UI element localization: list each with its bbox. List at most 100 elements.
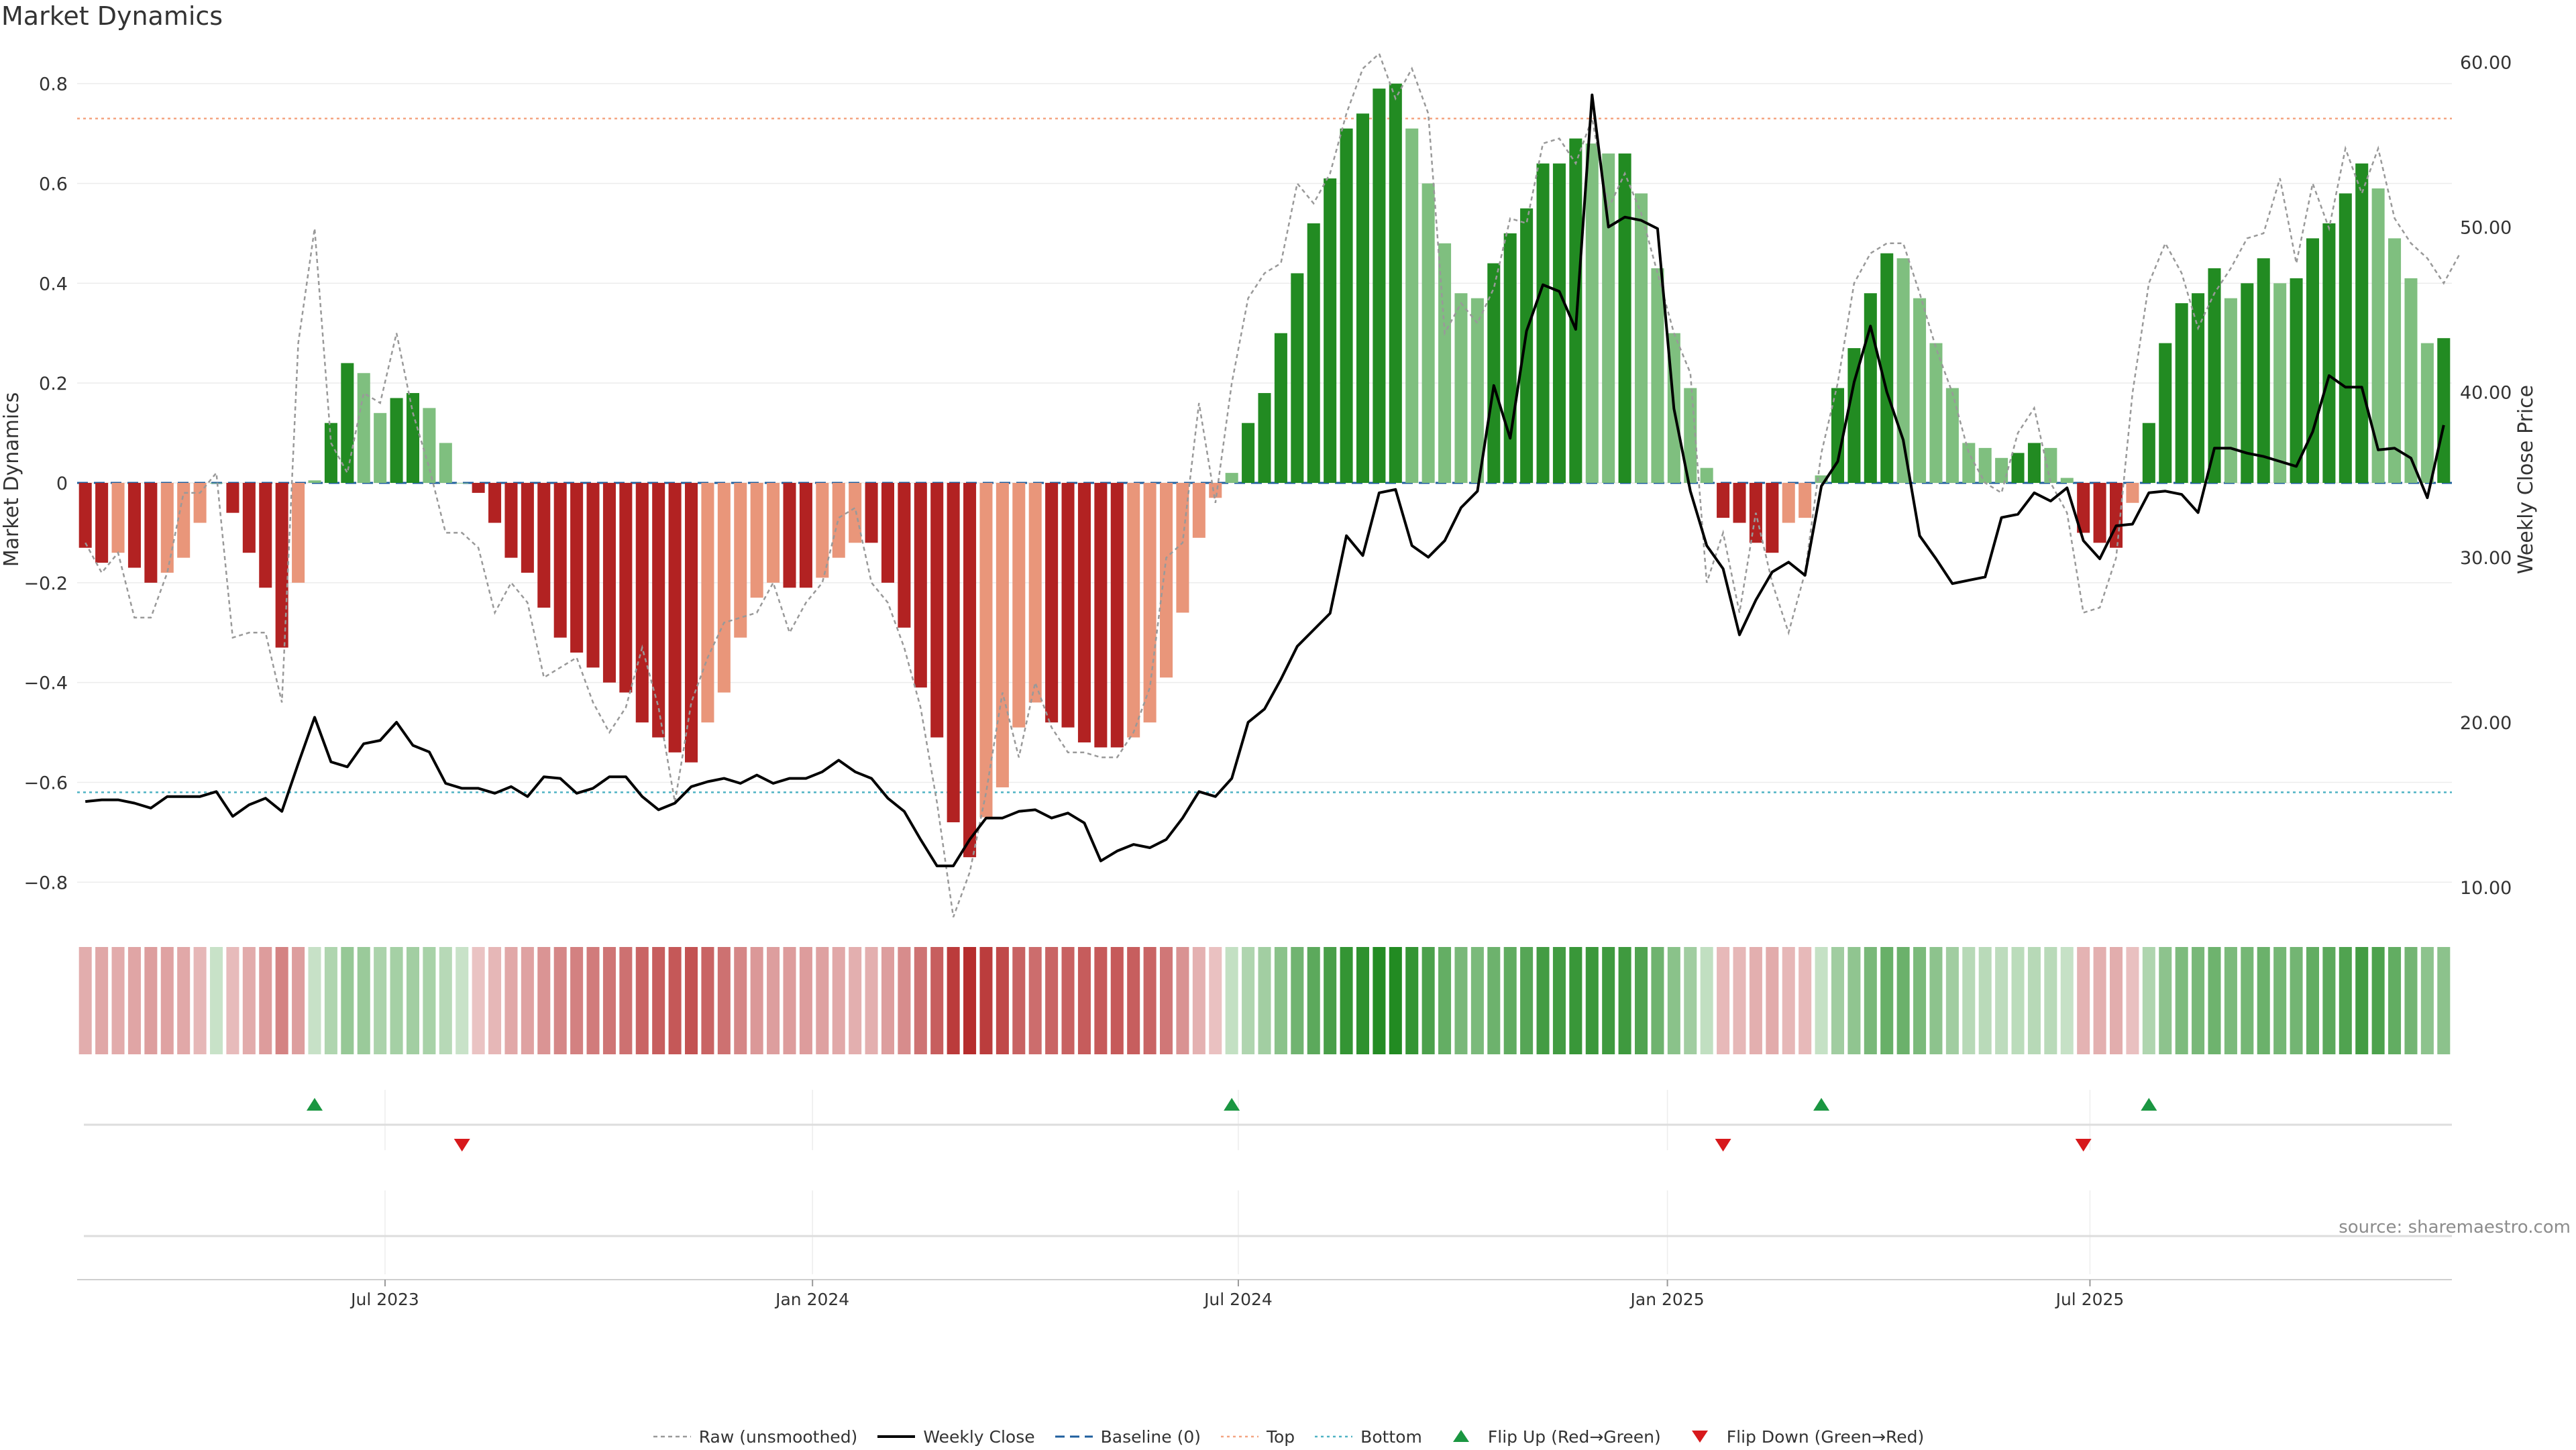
strip-cell: [357, 947, 370, 1054]
y2-tick-label: 40.00: [2460, 383, 2512, 404]
y2-tick-label: 50.00: [2460, 217, 2512, 238]
bar: [701, 483, 714, 723]
bar: [308, 480, 321, 483]
strip-cell: [799, 947, 812, 1054]
strip-cell: [570, 947, 584, 1054]
strip-cell: [767, 947, 780, 1054]
bottom-swatch: [1315, 1435, 1353, 1438]
bar: [292, 483, 305, 583]
legend-item-close: Weekly Close: [876, 1427, 1035, 1447]
bar: [1602, 153, 1615, 483]
bar: [95, 483, 109, 563]
bar: [177, 483, 191, 558]
strip-cell: [865, 947, 878, 1054]
strip-cell: [2044, 947, 2057, 1054]
market-dynamics-bars: [78, 83, 2451, 858]
strip-cell: [1291, 947, 1304, 1054]
bar: [259, 483, 272, 588]
legend-item-bottom: Bottom: [1313, 1427, 1422, 1447]
bar: [1421, 183, 1435, 483]
strip-cell: [1061, 947, 1075, 1054]
strip-cell: [1143, 947, 1157, 1054]
strip-cell: [586, 947, 600, 1054]
legend-label: Bottom: [1360, 1427, 1422, 1447]
y-tick-label: −0.8: [23, 873, 68, 893]
strip-cell: [1585, 947, 1599, 1054]
strip-cell: [1242, 947, 1255, 1054]
bar: [390, 398, 403, 483]
strip-cell: [1667, 947, 1680, 1054]
bar: [1470, 298, 1484, 483]
strip-cell: [1880, 947, 1894, 1054]
bar: [2192, 293, 2205, 483]
bar: [406, 393, 420, 483]
bar: [127, 483, 141, 568]
strip-cell: [2241, 947, 2254, 1054]
bar: [1389, 83, 1402, 483]
bar: [668, 483, 682, 752]
flip-markers: [84, 1098, 2452, 1237]
strip-cell: [1045, 947, 1059, 1054]
legend-item-top: Top: [1220, 1427, 1295, 1447]
right-axis-ticks: 10.00 20.00 30.00 40.00 50.00 60.00: [2460, 52, 2512, 899]
bar: [1585, 143, 1599, 483]
bar: [193, 483, 207, 523]
strip-cell: [2109, 947, 2123, 1054]
strip-cell: [1454, 947, 1468, 1054]
bar: [341, 363, 354, 483]
y2-tick-label: 60.00: [2460, 52, 2512, 73]
strip-cell: [1995, 947, 2008, 1054]
strip-cell: [259, 947, 272, 1054]
x-tick-label: Jul 2025: [2055, 1290, 2125, 1309]
bar: [374, 412, 387, 483]
bar: [472, 483, 485, 493]
strip-cell: [1192, 947, 1205, 1054]
x-tick-label: Jan 2024: [774, 1290, 849, 1309]
legend-label: Top: [1266, 1427, 1295, 1447]
bar: [635, 483, 649, 723]
strip-cell: [652, 947, 665, 1054]
bar: [2126, 483, 2139, 503]
x-tick-label: Jul 2024: [1203, 1290, 1273, 1309]
x-tick-label: Jan 2025: [1629, 1290, 1705, 1309]
bar: [1110, 483, 1124, 748]
strip-cell: [668, 947, 682, 1054]
flip_up-swatch: [1452, 1430, 1469, 1442]
bar: [898, 483, 911, 628]
bar: [849, 483, 862, 543]
strip-cell: [1307, 947, 1320, 1054]
bar: [767, 483, 780, 583]
bar: [1978, 447, 1992, 483]
bar: [1945, 388, 1959, 483]
bar: [914, 483, 927, 688]
strip-cell: [1274, 947, 1287, 1054]
bar: [832, 483, 845, 558]
y-tick-label: 0.2: [39, 374, 68, 394]
bar: [2404, 278, 2418, 483]
strip-cell: [881, 947, 895, 1054]
bar: [2371, 188, 2385, 483]
bar: [1061, 483, 1075, 728]
flip-down-marker: [1715, 1139, 1731, 1152]
bar: [1831, 388, 1845, 483]
strip-cell: [275, 947, 288, 1054]
strip-cell: [619, 947, 633, 1054]
strip-cell: [1651, 947, 1664, 1054]
bar: [2011, 453, 2025, 483]
legend-item-flip-down: Flip Down (Green→Red): [1680, 1427, 1925, 1447]
bar: [1143, 483, 1157, 723]
strip-cell: [1749, 947, 1762, 1054]
strip-cell: [1634, 947, 1648, 1054]
bar: [1864, 293, 1877, 483]
bar: [2290, 278, 2303, 483]
strip-cell: [996, 947, 1009, 1054]
legend-label: Flip Down (Green→Red): [1726, 1427, 1925, 1447]
y2-tick-label: 30.00: [2460, 548, 2512, 569]
bar: [1209, 483, 1222, 498]
strip-cell: [226, 947, 239, 1054]
strip-cell: [2093, 947, 2106, 1054]
bar: [1503, 233, 1517, 483]
strip-cell: [1684, 947, 1697, 1054]
weekly-close-line: [85, 93, 2445, 868]
bar: [2322, 223, 2336, 483]
